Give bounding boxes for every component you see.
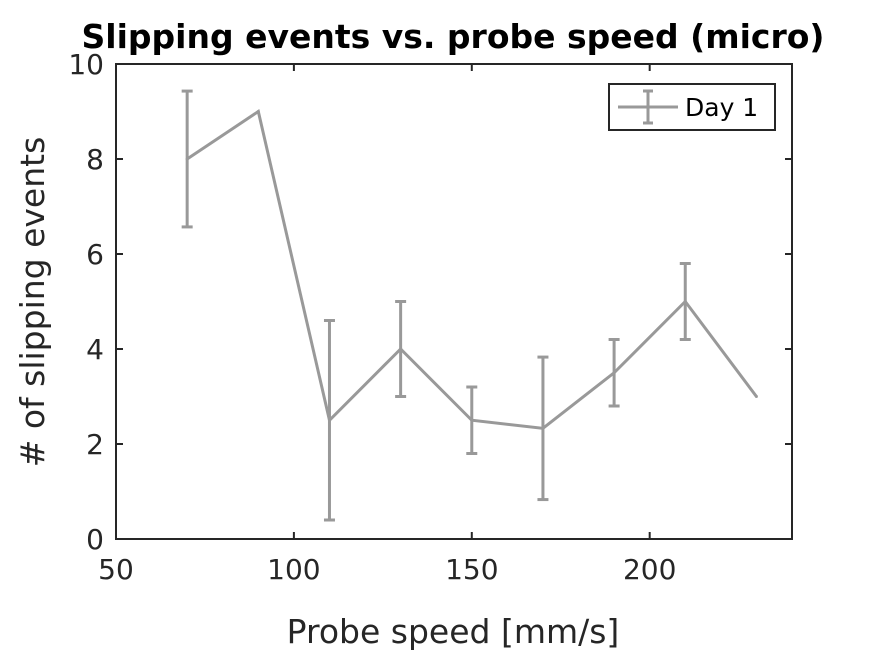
x-tick-label: 150 xyxy=(445,553,498,586)
data-point xyxy=(185,157,189,161)
y-tick-label: 8 xyxy=(86,143,104,176)
y-tick-label: 0 xyxy=(86,523,104,556)
axes-background xyxy=(116,64,792,539)
plot-area: 50 100 150 200 0 2 4 6 8 10 Day 1 xyxy=(68,48,793,586)
y-tick-label: 4 xyxy=(86,333,104,366)
y-axis-label: # of slipping events xyxy=(13,137,52,468)
data-point xyxy=(327,418,331,422)
x-tick-label: 50 xyxy=(98,553,134,586)
data-point xyxy=(541,426,545,430)
data-point xyxy=(612,371,616,375)
y-tick-label: 6 xyxy=(86,238,104,271)
data-point xyxy=(399,347,403,351)
legend-label: Day 1 xyxy=(685,93,758,122)
axes-frame xyxy=(115,63,793,540)
x-tick-label: 200 xyxy=(623,553,676,586)
data-point xyxy=(754,395,758,398)
data-point xyxy=(256,110,260,113)
y-tick-label: 10 xyxy=(68,48,104,81)
chart-title: Slipping events vs. probe speed (micro) xyxy=(82,17,825,56)
x-tick-label: 100 xyxy=(267,553,320,586)
x-axis-label: Probe speed [mm/s] xyxy=(287,612,620,651)
y-tick-label: 2 xyxy=(86,428,104,461)
data-point xyxy=(470,418,474,422)
data-point xyxy=(683,300,687,303)
